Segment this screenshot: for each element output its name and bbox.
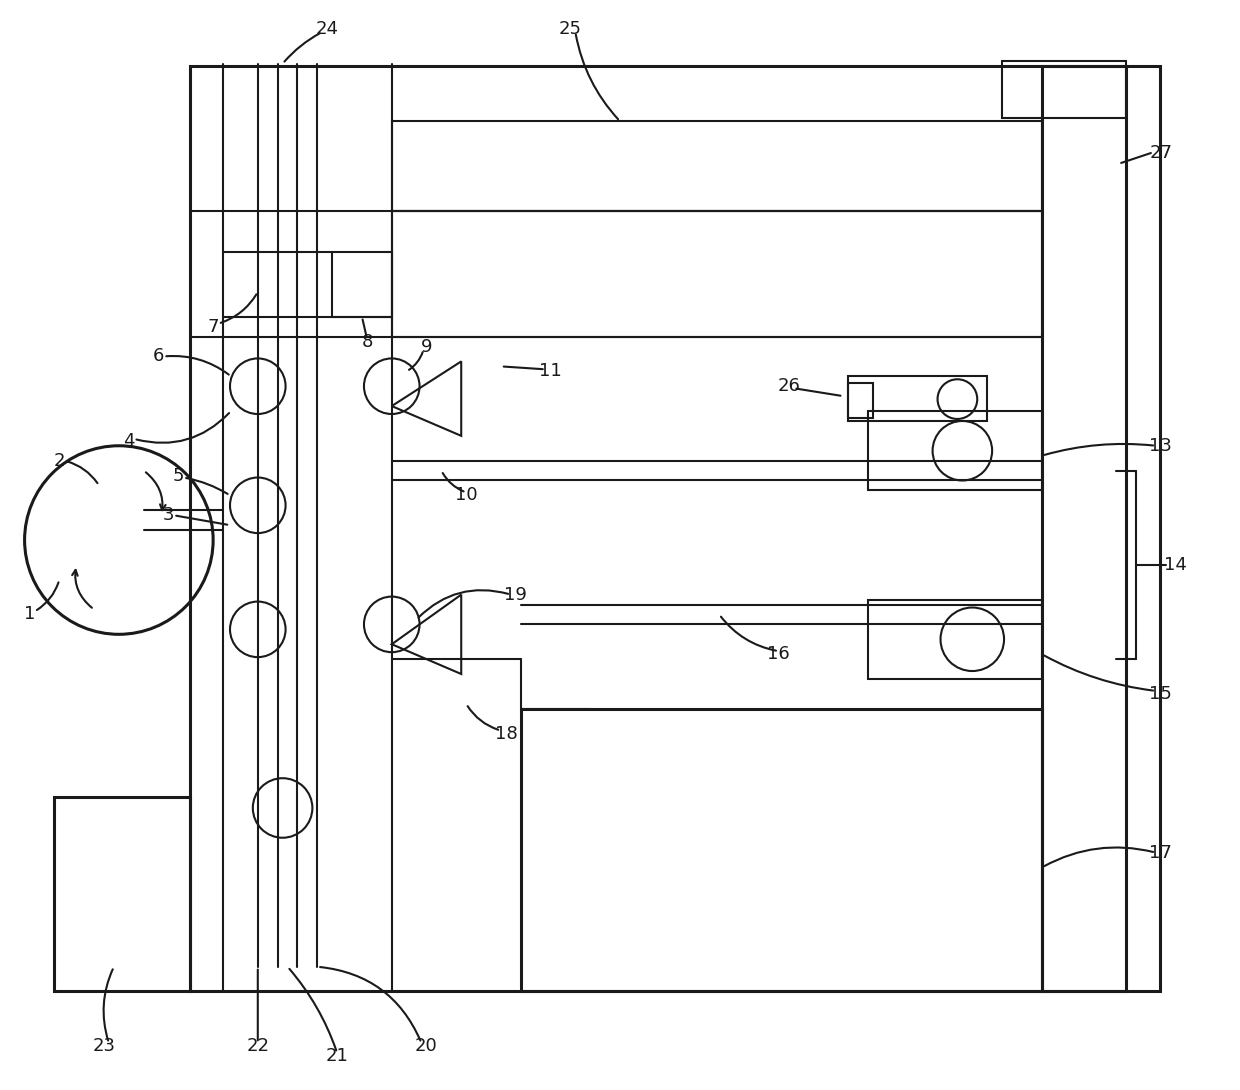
Bar xyxy=(392,121,1042,210)
Text: 6: 6 xyxy=(153,348,164,365)
Text: 25: 25 xyxy=(559,20,582,38)
Bar xyxy=(868,600,1042,679)
Text: 3: 3 xyxy=(162,506,175,524)
Bar xyxy=(332,252,392,317)
Bar xyxy=(521,708,1042,991)
Bar xyxy=(392,210,1042,337)
Text: 22: 22 xyxy=(247,1038,269,1055)
Text: 7: 7 xyxy=(207,317,219,336)
Text: 13: 13 xyxy=(1149,437,1172,455)
Text: 27: 27 xyxy=(1149,144,1172,162)
Text: 15: 15 xyxy=(1149,685,1172,703)
Bar xyxy=(55,797,190,991)
Text: 19: 19 xyxy=(505,585,527,604)
Text: 21: 21 xyxy=(326,1047,348,1065)
Text: 14: 14 xyxy=(1164,556,1187,573)
Text: 18: 18 xyxy=(495,725,517,742)
Text: 9: 9 xyxy=(420,338,433,355)
Text: 24: 24 xyxy=(316,20,339,38)
Bar xyxy=(848,376,987,421)
Text: 5: 5 xyxy=(172,467,185,485)
Text: 1: 1 xyxy=(24,605,35,623)
Text: 2: 2 xyxy=(53,451,64,470)
Text: 16: 16 xyxy=(768,645,790,663)
Bar xyxy=(868,411,1042,490)
Text: 20: 20 xyxy=(415,1038,438,1055)
Bar xyxy=(190,65,1159,991)
Text: 8: 8 xyxy=(361,332,373,351)
Text: 10: 10 xyxy=(455,486,477,505)
Bar xyxy=(848,384,873,417)
Text: 26: 26 xyxy=(777,377,800,396)
Bar xyxy=(1002,61,1126,119)
Text: 17: 17 xyxy=(1149,844,1172,861)
Text: 4: 4 xyxy=(123,432,134,450)
Text: 23: 23 xyxy=(93,1038,115,1055)
Text: 11: 11 xyxy=(539,362,562,380)
Bar xyxy=(1042,65,1126,991)
